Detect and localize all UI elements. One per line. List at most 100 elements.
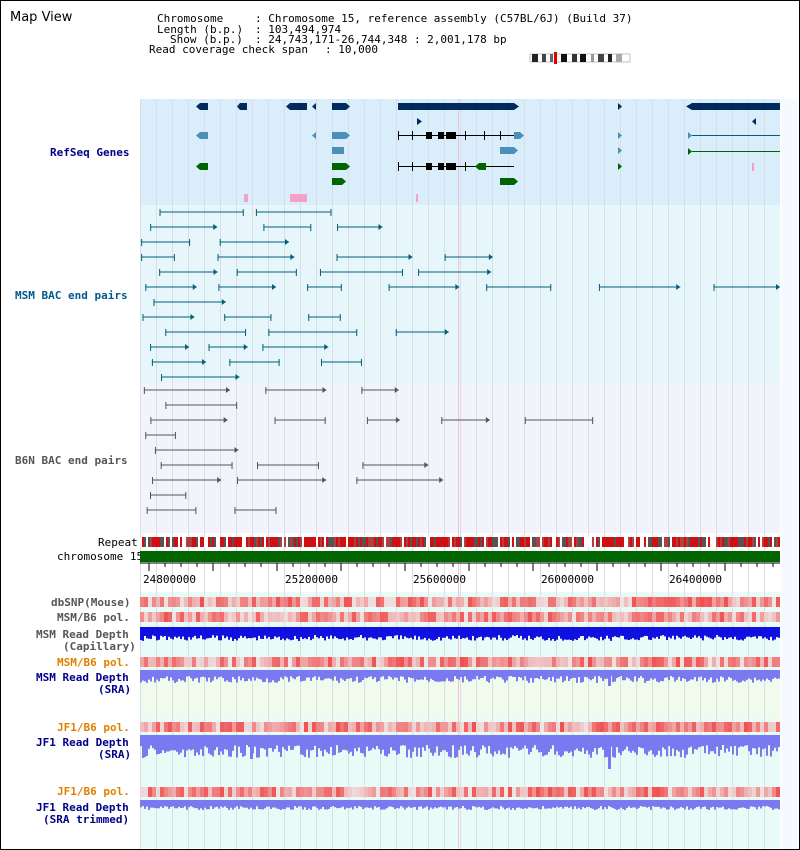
repeat-segment xyxy=(610,537,612,547)
track-label-repeat[interactable]: Repeat xyxy=(98,536,138,549)
track-label-refseq[interactable]: RefSeq Genes xyxy=(50,146,130,159)
depth-bar xyxy=(408,627,410,639)
depth-bar xyxy=(358,800,360,807)
depth-bar xyxy=(448,800,450,807)
msm-b6-pol-heat-track-1[interactable] xyxy=(140,612,780,622)
jf1-depth-sra-track[interactable] xyxy=(140,735,780,771)
depth-bar xyxy=(692,670,694,680)
heat-cell xyxy=(372,597,376,607)
depth-bar xyxy=(372,800,374,810)
depth-bar xyxy=(464,670,466,677)
track-label-dbsnp[interactable]: dbSNP(Mouse) xyxy=(51,596,131,609)
bac-end-mark xyxy=(366,417,368,424)
depth-bar xyxy=(612,800,614,809)
heat-cell xyxy=(768,722,772,732)
depth-bar xyxy=(596,800,598,810)
repeat-segment xyxy=(770,537,772,547)
heat-cell xyxy=(336,787,340,797)
depth-bar xyxy=(232,735,234,751)
grid-line xyxy=(380,99,381,849)
track-label-jf1-depth-trim-2[interactable]: (SRA trimmed) xyxy=(43,813,130,826)
refseq-gene-track[interactable] xyxy=(140,99,780,205)
jf1-b6-pol-heat-track-2[interactable] xyxy=(140,787,780,797)
depth-bar xyxy=(446,735,448,753)
depth-bar xyxy=(738,800,740,808)
heat-cell xyxy=(396,657,400,667)
repeat-segment xyxy=(372,537,374,547)
b6n-bac-pair-track[interactable] xyxy=(140,383,780,533)
heat-cell xyxy=(484,657,488,667)
msm-b6-pol-heat-track-2[interactable] xyxy=(140,657,780,667)
depth-bar xyxy=(318,735,320,749)
track-label-b6n-bac[interactable]: B6N BAC end pairs xyxy=(15,454,128,467)
depth-bar xyxy=(648,670,650,681)
heat-cell xyxy=(360,612,364,622)
depth-bar xyxy=(596,735,598,755)
bac-end-mark xyxy=(330,209,332,216)
depth-bar xyxy=(300,627,302,638)
track-label-msm-depth-sra-2[interactable]: (SRA) xyxy=(98,683,132,696)
heat-cell xyxy=(696,612,700,622)
msm-bac-pair-track[interactable] xyxy=(140,205,780,383)
depth-bar xyxy=(202,670,204,677)
track-label-msm-depth-cap-2[interactable]: (Capillary) xyxy=(63,640,136,653)
msm-depth-capillary-track[interactable] xyxy=(140,627,780,647)
depth-bar xyxy=(468,627,470,640)
depth-bar xyxy=(398,627,400,640)
heat-cell xyxy=(712,612,716,622)
heat-cell xyxy=(344,722,348,732)
track-label-jf1-b6-pol-2[interactable]: JF1/B6 pol. xyxy=(57,785,130,798)
jf1-depth-trimmed-track[interactable] xyxy=(140,800,780,814)
depth-bar xyxy=(426,800,428,807)
track-label-msm-b6-pol-1[interactable]: MSM/B6 pol. xyxy=(57,611,130,624)
depth-bar xyxy=(728,735,730,752)
heat-cell xyxy=(436,597,440,607)
track-label-chromosome[interactable]: chromosome 15 xyxy=(57,550,144,563)
chromosome-bar[interactable] xyxy=(140,551,780,562)
depth-bar xyxy=(452,670,454,682)
repeat-segment xyxy=(514,537,516,547)
track-label-msm-depth-sra-1[interactable]: MSM Read Depth xyxy=(36,671,129,684)
grid-line xyxy=(716,99,717,849)
bac-end-mark xyxy=(592,417,594,424)
track-label-jf1-depth-trim-1[interactable]: JF1 Read Depth xyxy=(36,801,129,814)
grid-line xyxy=(556,99,557,849)
chromosome-ideogram[interactable] xyxy=(528,52,634,66)
heat-cell xyxy=(256,657,260,667)
heat-cell xyxy=(640,657,644,667)
repeat-track[interactable] xyxy=(140,537,780,547)
depth-bar xyxy=(472,735,474,747)
heat-cell xyxy=(276,657,280,667)
depth-bar xyxy=(676,735,678,751)
track-label-jf1-depth-sra-1[interactable]: JF1 Read Depth xyxy=(36,736,129,749)
depth-bar xyxy=(160,627,162,636)
depth-bar xyxy=(178,735,180,755)
track-label-jf1-depth-sra-2[interactable]: (SRA) xyxy=(98,748,132,761)
heat-cell xyxy=(524,787,528,797)
heat-cell xyxy=(692,657,696,667)
msm-depth-sra-track[interactable] xyxy=(140,670,780,690)
depth-bar xyxy=(654,735,656,757)
dbsnp-heat-track[interactable] xyxy=(140,597,780,607)
heat-cell xyxy=(700,787,704,797)
depth-bar xyxy=(680,627,682,639)
depth-bar xyxy=(520,627,522,636)
heat-cell xyxy=(188,612,192,622)
track-label-msm-depth-cap-1[interactable]: MSM Read Depth xyxy=(36,628,129,641)
depth-bar xyxy=(184,627,186,640)
jf1-b6-pol-heat-track-1[interactable] xyxy=(140,722,780,732)
depth-bar xyxy=(608,627,610,639)
depth-bar xyxy=(566,627,568,640)
depth-bar xyxy=(556,800,558,807)
depth-bar xyxy=(418,670,420,680)
depth-bar xyxy=(212,670,214,681)
track-label-jf1-b6-pol-1[interactable]: JF1/B6 pol. xyxy=(57,721,130,734)
heat-cell xyxy=(764,612,768,622)
depth-bar xyxy=(720,735,722,751)
track-label-msm-bac[interactable]: MSM BAC end pairs xyxy=(15,289,128,302)
repeat-segment xyxy=(680,537,682,547)
depth-bar xyxy=(192,735,194,750)
track-label-msm-b6-pol-2[interactable]: MSM/B6 pol. xyxy=(57,656,130,669)
heat-cell xyxy=(724,597,728,607)
heat-cell xyxy=(736,787,740,797)
